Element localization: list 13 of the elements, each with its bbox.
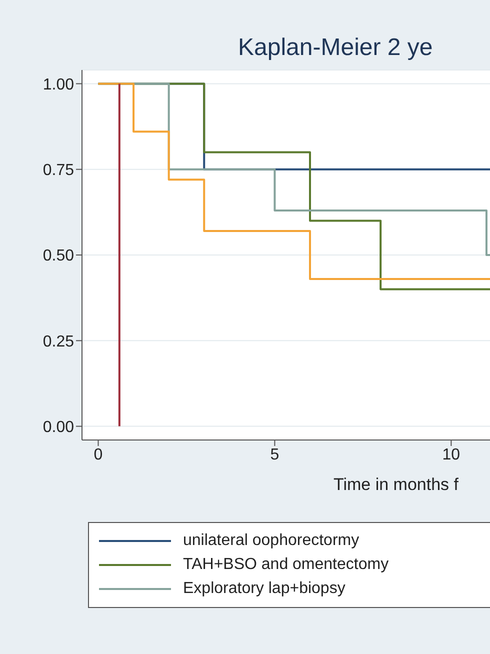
y-tick-label: 0.75 — [42, 162, 74, 180]
legend-label: TAH+BSO and omentectomy — [183, 556, 389, 574]
y-tick-label: 0.50 — [42, 248, 74, 265]
x-axis-title: Time in months f — [333, 475, 459, 494]
legend-label: Exploratory lap+biopsy — [183, 580, 346, 598]
x-tick-label: 0 — [94, 446, 103, 464]
chart-title: Kaplan-Meier 2 ye — [238, 34, 433, 62]
y-tick-label: 1.00 — [42, 76, 74, 94]
x-tick-label: 10 — [442, 446, 460, 464]
legend-label: unilateral oophorectormy — [183, 532, 360, 550]
y-tick-label: 0.00 — [42, 418, 74, 436]
y-tick-label: 0.25 — [42, 333, 74, 350]
x-tick-label: 5 — [270, 446, 280, 464]
